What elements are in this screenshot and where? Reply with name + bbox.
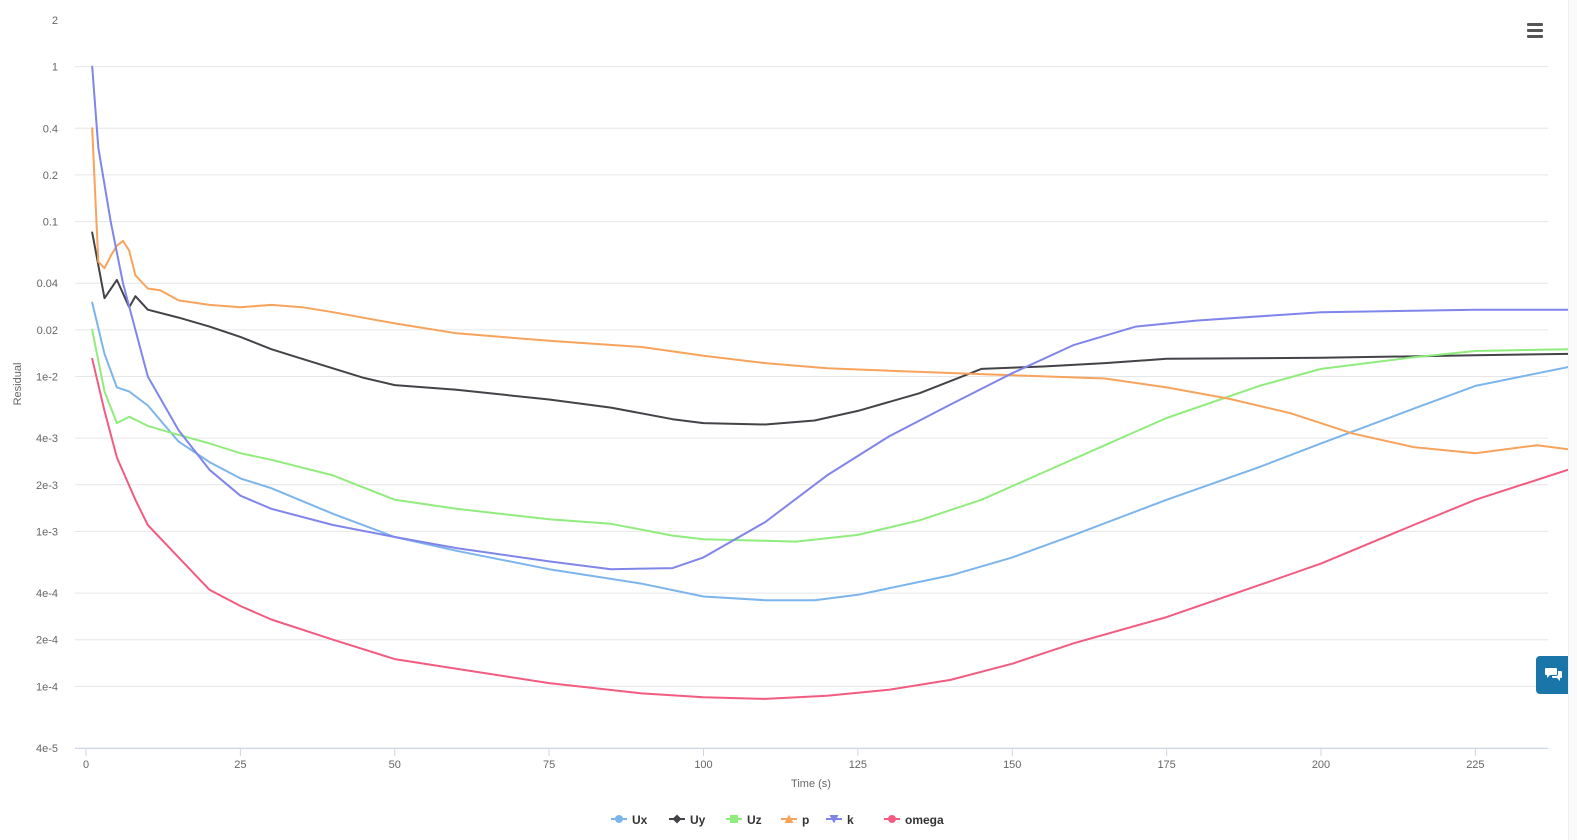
series-line-Ux[interactable] bbox=[91, 301, 1568, 602]
y-tick-label: 1 bbox=[52, 62, 58, 74]
legend-label: omega bbox=[905, 813, 944, 827]
scrollbar[interactable] bbox=[1568, 0, 1577, 840]
hamburger-menu-icon-bar bbox=[1527, 35, 1543, 38]
chat-bubbles-icon bbox=[1545, 668, 1562, 681]
x-tick-label: 0 bbox=[83, 759, 89, 771]
series-line-Uy[interactable] bbox=[91, 231, 1568, 426]
legend-marker-diamond-icon bbox=[672, 814, 682, 824]
series-lines bbox=[91, 65, 1568, 700]
hamburger-menu-icon-bar bbox=[1527, 29, 1543, 32]
y-tick-label: 2e-4 bbox=[36, 635, 58, 647]
legend-item-omega[interactable]: omega bbox=[884, 813, 944, 827]
chat-button[interactable] bbox=[1536, 656, 1572, 694]
series-line-omega[interactable] bbox=[91, 357, 1568, 700]
x-tick-label: 150 bbox=[1003, 759, 1021, 771]
y-tick-label: 0.02 bbox=[37, 325, 58, 337]
y-tick-label: 0.4 bbox=[43, 123, 58, 135]
legend-item-Uz[interactable]: Uz bbox=[726, 813, 762, 827]
y-tick-label: 0.2 bbox=[43, 170, 58, 182]
x-tick-label: 50 bbox=[389, 759, 401, 771]
y-axis: 2 1 0.4 0.2 0.1 0.04 0.02 1e-2 4e-3 2e-3 1e-3 4e-4 2… bbox=[36, 15, 58, 755]
x-axis: 0255075100125150175200225250275300325350… bbox=[83, 748, 1485, 771]
y-tick-label: 1e-2 bbox=[36, 371, 58, 383]
legend-marker-triangle-down-icon bbox=[829, 815, 839, 824]
legend-marker-circle-icon bbox=[615, 815, 623, 823]
y-tick-label: 4e-5 bbox=[36, 743, 58, 755]
x-tick-label: 25 bbox=[234, 759, 246, 771]
legend-item-Uy[interactable]: Uy bbox=[669, 813, 706, 827]
x-tick-label: 125 bbox=[849, 759, 867, 771]
chart-menu-button[interactable] bbox=[1522, 20, 1548, 44]
series-line-p[interactable] bbox=[91, 127, 1568, 553]
legend-label: p bbox=[802, 813, 809, 827]
y-tick-label: 2e-3 bbox=[36, 480, 58, 492]
legend-marker-square-icon bbox=[730, 815, 738, 823]
legend-marker-triangle-icon bbox=[784, 814, 794, 823]
y-tick-label: 0.1 bbox=[43, 217, 58, 229]
y-tick-label: 2 bbox=[52, 15, 58, 27]
legend-marker-circle-icon bbox=[888, 815, 896, 823]
legend-label: Uz bbox=[747, 813, 762, 827]
y-tick-label: 0.04 bbox=[37, 278, 58, 290]
legend-item-Ux[interactable]: Ux bbox=[611, 813, 648, 827]
x-tick-label: 225 bbox=[1466, 759, 1484, 771]
x-tick-label: 175 bbox=[1157, 759, 1175, 771]
legend-label: Ux bbox=[632, 813, 648, 827]
legend-item-k[interactable]: k bbox=[826, 813, 854, 827]
y-axis-title: Residual bbox=[12, 363, 24, 406]
y-tick-label: 1e-3 bbox=[36, 526, 58, 538]
hamburger-menu-icon bbox=[1527, 23, 1543, 26]
y-tick-label: 4e-4 bbox=[36, 588, 58, 600]
legend-label: k bbox=[847, 813, 854, 827]
legend: Ux Uy Uz p k omega bbox=[611, 813, 944, 827]
legend-item-p[interactable]: p bbox=[781, 813, 809, 827]
x-axis-title: Time (s) bbox=[791, 778, 831, 790]
legend-label: Uy bbox=[690, 813, 706, 827]
x-tick-label: 75 bbox=[543, 759, 555, 771]
series-line-Uz[interactable] bbox=[91, 328, 1568, 543]
x-tick-label: 200 bbox=[1312, 759, 1330, 771]
series-line-k[interactable] bbox=[91, 65, 1568, 571]
x-tick-label: 100 bbox=[694, 759, 712, 771]
grid-lines bbox=[75, 66, 1548, 749]
y-tick-label: 4e-3 bbox=[36, 433, 58, 445]
y-tick-label: 1e-4 bbox=[36, 681, 58, 693]
